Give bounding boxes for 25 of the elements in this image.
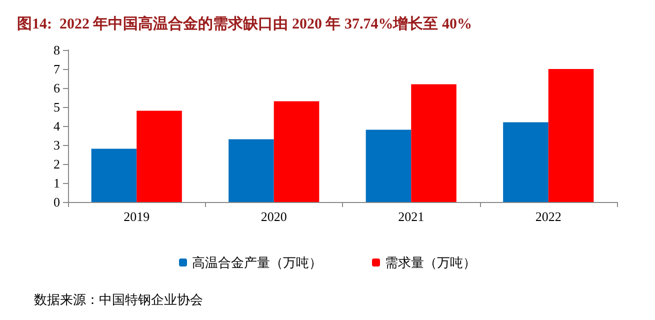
- bar: [503, 122, 548, 202]
- y-tick-label: 1: [54, 176, 60, 190]
- bar: [548, 69, 594, 202]
- bar: [366, 130, 412, 202]
- x-tick-label: 2021: [398, 209, 424, 224]
- x-tick-label: 2019: [124, 209, 150, 224]
- bar: [91, 148, 137, 202]
- y-tick-label: 0: [54, 194, 60, 210]
- source-note: 数据来源：中国特钢企业协会: [34, 292, 203, 307]
- legend-label: 需求量（万吨）: [385, 255, 476, 270]
- legend-label: 高温合金产量（万吨）: [192, 255, 322, 270]
- y-tick-label: 2: [54, 156, 60, 172]
- chart-title: 图14: 2022 年中国高温合金的需求缺口由 2020 年 37.74%增长至 40%: [17, 14, 472, 32]
- y-tick-label: 3: [54, 138, 60, 152]
- x-tick-label: 2022: [535, 209, 562, 224]
- bar: [274, 101, 320, 202]
- y-tick-label: 6: [54, 80, 60, 96]
- bar: [411, 84, 456, 202]
- y-tick-label: 7: [54, 62, 60, 76]
- y-tick-label: 8: [54, 42, 60, 58]
- y-tick-label: 4: [54, 118, 60, 134]
- bar: [136, 110, 182, 202]
- y-tick-label: 5: [54, 100, 60, 114]
- x-tick-label: 2020: [260, 209, 287, 224]
- bar: [228, 139, 274, 202]
